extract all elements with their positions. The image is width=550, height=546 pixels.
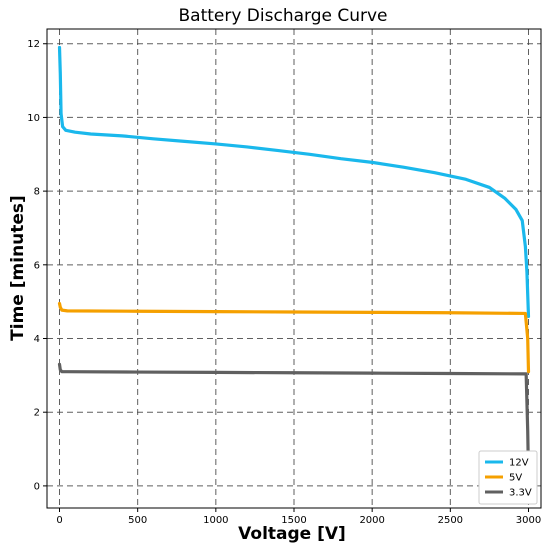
series-lines	[57, 45, 531, 477]
legend: 12V 5V 3.3V	[478, 450, 538, 505]
y-tick-label: 10	[27, 113, 40, 124]
legend-entry: 3.3V	[509, 488, 532, 499]
y-tick-label: 4	[34, 334, 40, 345]
series-line-3-3v	[57, 362, 531, 477]
series-line-12v	[57, 45, 531, 318]
y-tick-label: 2	[34, 408, 40, 419]
y-axis-label: Time [minutes]	[8, 195, 28, 341]
x-tick-label: 1000	[203, 515, 228, 526]
x-axis-label: Voltage [V]	[238, 524, 346, 544]
x-tick-label: 2500	[438, 515, 463, 526]
x-tick-label: 2000	[359, 515, 384, 526]
legend-entry: 12V	[509, 458, 529, 469]
x-tick-label: 500	[128, 515, 147, 526]
axis-ticks: 0 500 1000 1500 2000 2500 3000 0 2 4 6 8 10 12	[27, 39, 541, 526]
y-tick-label: 6	[34, 260, 40, 271]
x-tick-label: 0	[56, 515, 62, 526]
chart-title: Battery Discharge Curve	[178, 6, 387, 26]
x-tick-label: 1500	[281, 515, 306, 526]
series-line-5v	[57, 301, 531, 374]
y-tick-label: 0	[34, 481, 40, 492]
y-tick-label: 12	[27, 39, 40, 50]
y-tick-label: 8	[34, 187, 40, 198]
x-tick-label: 3000	[516, 515, 541, 526]
grid-lines	[47, 29, 541, 508]
legend-entry: 5V	[509, 473, 522, 484]
